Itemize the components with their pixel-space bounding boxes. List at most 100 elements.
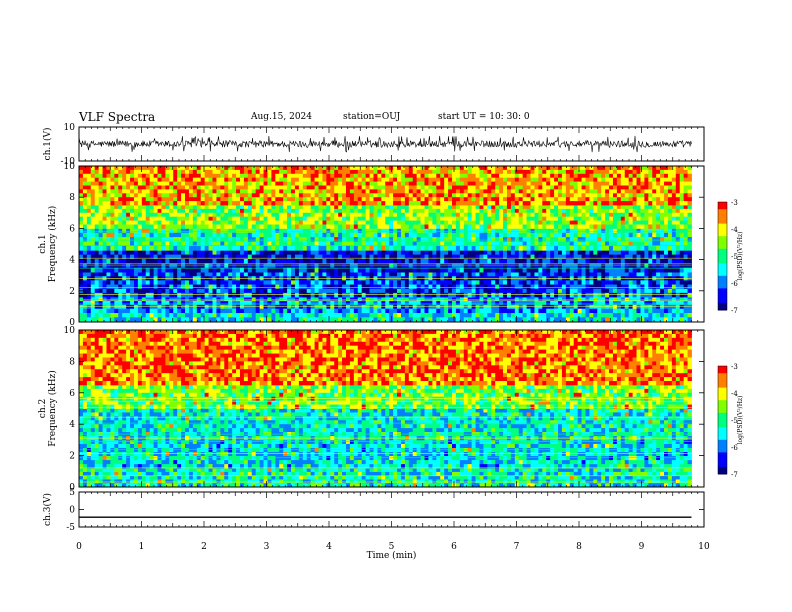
- ch1-spectrogram-cell: [667, 308, 673, 314]
- ch1-spectrogram-cell: [538, 237, 543, 242]
- ch1-spectrogram-cell: [675, 284, 681, 290]
- ch1-spectrogram-cell: [114, 166, 119, 171]
- ch1-spectrogram-cell: [122, 237, 127, 242]
- ch1-spectrogram-cell: [483, 284, 488, 290]
- ch1-spectrogram-cell: [471, 237, 476, 242]
- ch1-spectrogram-cell: [373, 169, 378, 175]
- ch1-spectrogram-cell: [259, 250, 264, 256]
- ch1-spectrogram-cell: [393, 245, 398, 251]
- ch1-spectrogram-cell: [605, 267, 610, 273]
- ch1-spectrogram-cell: [601, 250, 606, 256]
- ch1-spectrogram-cell: [322, 220, 327, 225]
- ch1-spectrogram-cell: [440, 232, 445, 238]
- ch1-spectrogram-cell: [373, 284, 378, 290]
- ch1-spectrogram-cell: [514, 280, 520, 285]
- ch1-spectrogram-cell: [424, 241, 429, 247]
- ch1-spectrogram-cell: [495, 169, 500, 175]
- ch1-spectrogram-cell: [322, 245, 327, 251]
- ch1-spectrogram-cell: [656, 212, 661, 218]
- ch1-spectrogram-cell: [298, 250, 304, 256]
- ch1-spectrogram-cell: [526, 212, 531, 218]
- ch1-spectrogram-cell: [130, 272, 135, 277]
- ch1-spectrogram-cell: [200, 317, 206, 323]
- ch1-spectrogram-cell: [263, 205, 268, 210]
- ch1-spectrogram-cell: [667, 312, 673, 318]
- ch1-spectrogram-cell: [208, 317, 213, 323]
- ch1-spectrogram-cell: [385, 241, 390, 247]
- ch1-spectrogram-cell: [149, 317, 154, 323]
- ch1-spectrogram-cell: [487, 220, 492, 225]
- ch1-spectrogram-cell: [90, 228, 96, 234]
- ch1-spectrogram-cell: [432, 312, 437, 318]
- ch1-spectrogram-cell: [656, 177, 661, 182]
- ch1-spectrogram-cell: [251, 272, 257, 277]
- ch1-spectrogram-cell: [118, 169, 123, 175]
- ch1-spectrogram-cell: [577, 250, 582, 256]
- ch1-spectrogram-cell: [149, 308, 154, 314]
- ch1-spectrogram-cell: [597, 300, 602, 306]
- ch1-spectrogram-cell: [542, 317, 547, 323]
- ch1-spectrogram-cell: [102, 250, 107, 256]
- ch1-spectrogram-cell: [416, 308, 421, 314]
- ch1-spectrogram-cell: [612, 241, 618, 247]
- ch1-spectrogram-cell: [118, 216, 123, 221]
- ch1-spectrogram-cell: [330, 292, 335, 298]
- ch1-spectrogram-cell: [126, 237, 131, 242]
- ch1-spectrogram-cell: [561, 205, 567, 210]
- ch1-spectrogram-cell: [255, 224, 261, 229]
- ch1-spectrogram-cell: [130, 284, 135, 290]
- ch1-spectrogram-cell: [259, 317, 264, 323]
- ch1-spectrogram-cell: [149, 169, 154, 175]
- ch1-spectrogram-cell: [349, 228, 355, 234]
- ch1-spectrogram-cell: [177, 308, 182, 314]
- ch1-spectrogram-cell: [636, 228, 641, 234]
- ch1-spectrogram-cell: [236, 300, 241, 306]
- ch1-spectrogram-cell: [192, 280, 198, 285]
- ch1-spectrogram-cell: [487, 288, 492, 294]
- ch1-spectrogram-cell: [683, 208, 688, 214]
- ch1-spectrogram-cell: [177, 166, 182, 171]
- ch1-spectrogram-cell: [196, 173, 202, 179]
- ch1-spectrogram-cell: [538, 208, 543, 214]
- ch1-spectrogram-cell: [585, 177, 590, 182]
- ch1-spectrogram-cell: [243, 258, 249, 264]
- ch1-spectrogram-cell: [428, 166, 433, 171]
- ch1-spectrogram-cell: [487, 300, 492, 306]
- ch1-spectrogram-cell: [181, 284, 186, 290]
- ch1-spectrogram-cell: [271, 241, 276, 247]
- ch1-spectrogram-cell: [275, 312, 280, 318]
- ch1-spectrogram-cell: [554, 250, 559, 256]
- ch1-spectrogram-cell: [185, 250, 190, 256]
- ch1-spectrogram-cell: [518, 254, 524, 260]
- ch1-spectrogram-cell: [110, 212, 115, 218]
- ch1-spectrogram-cell: [487, 224, 492, 229]
- ch1-spectrogram-cell: [153, 292, 158, 298]
- ch1-spectrogram-cell: [149, 205, 154, 210]
- ch1-spectrogram-cell: [94, 245, 100, 251]
- ch1-spectrogram-cell: [239, 258, 245, 264]
- ch1-spectrogram-cell: [683, 220, 688, 225]
- ch1-spectrogram-cell: [550, 173, 555, 179]
- ch1-spectrogram-cell: [660, 300, 665, 306]
- ch1-spectrogram-cell: [196, 232, 202, 238]
- ch1-spectrogram-cell: [188, 300, 194, 306]
- ch1-spectrogram-cell: [397, 272, 402, 277]
- ch1-spectrogram-cell: [526, 267, 531, 273]
- ch1-spectrogram-cell: [550, 212, 555, 218]
- ch1-spectrogram-cell: [444, 308, 449, 314]
- ch1-spectrogram-cell: [436, 317, 441, 323]
- ch1-spectrogram-cell: [538, 232, 543, 238]
- ch1-spectrogram-cell: [318, 208, 323, 214]
- ch1-spectrogram-cell: [361, 232, 367, 238]
- ch1-spectrogram-cell: [554, 220, 559, 225]
- chart-title: VLF Spectra: [79, 110, 156, 124]
- ch1-spectrogram-cell: [310, 232, 315, 238]
- ch1-spectrogram-cell: [404, 232, 410, 238]
- ch1-spectrogram-cell: [675, 208, 681, 214]
- ch1-spectrogram-cell: [118, 258, 123, 264]
- ch1-spectrogram-cell: [82, 228, 88, 234]
- ch1-spectrogram-cell: [177, 241, 182, 247]
- ch1-spectrogram-cell: [671, 288, 677, 294]
- ch1-spectrogram-cell: [90, 173, 96, 179]
- ch1-spectrogram-cell: [601, 220, 606, 225]
